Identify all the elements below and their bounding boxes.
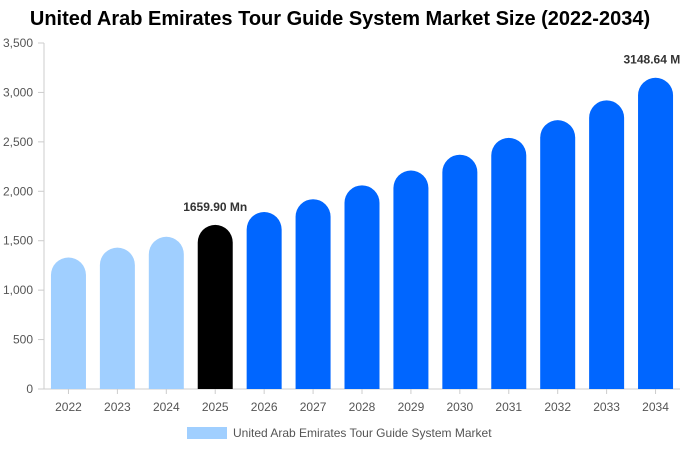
x-tick-label: 2024 bbox=[153, 400, 180, 414]
bar[interactable] bbox=[491, 137, 527, 389]
bar[interactable] bbox=[295, 199, 331, 389]
bar[interactable] bbox=[589, 100, 625, 389]
legend-swatch bbox=[187, 427, 227, 439]
x-tick-label: 2029 bbox=[398, 400, 425, 414]
data-label: 1659.90 Mn bbox=[183, 200, 247, 214]
bar[interactable] bbox=[540, 120, 576, 389]
bar[interactable] bbox=[197, 224, 233, 389]
bar[interactable] bbox=[148, 236, 184, 389]
x-tick-label: 2033 bbox=[593, 400, 620, 414]
bar[interactable] bbox=[50, 257, 86, 389]
data-label: 3148.64 Mn bbox=[624, 53, 680, 67]
bar[interactable] bbox=[638, 77, 674, 390]
y-tick-label: 0 bbox=[26, 382, 33, 396]
x-tick-label: 2023 bbox=[104, 400, 131, 414]
y-tick-label: 1,000 bbox=[3, 283, 33, 297]
bar[interactable] bbox=[393, 170, 429, 389]
bar-group bbox=[50, 77, 674, 390]
x-tick-group: 2022 2023 2024 2025 2026 2027 2028 2029 2030 2031… bbox=[55, 389, 669, 414]
chart-title: United Arab Emirates Tour Guide System M… bbox=[29, 8, 651, 30]
y-tick-group: 0 500 1,000 1,500 2,000 2,500 3,000 3,500 bbox=[3, 36, 44, 396]
x-tick-label: 2032 bbox=[544, 400, 571, 414]
data-label-group: 1659.90 Mn 3148.64 Mn bbox=[183, 53, 680, 214]
x-tick-label: 2030 bbox=[446, 400, 473, 414]
y-tick-label: 1,500 bbox=[3, 234, 33, 248]
x-tick-label: 2028 bbox=[349, 400, 376, 414]
y-tick-label: 3,500 bbox=[3, 36, 33, 50]
bar[interactable] bbox=[246, 212, 282, 389]
y-tick-label: 2,500 bbox=[3, 135, 33, 149]
y-tick-label: 500 bbox=[13, 333, 33, 347]
y-tick-label: 3,000 bbox=[3, 85, 33, 99]
y-tick-label: 2,000 bbox=[3, 184, 33, 198]
x-tick-label: 2034 bbox=[642, 400, 669, 414]
x-tick-label: 2031 bbox=[495, 400, 522, 414]
bar[interactable] bbox=[344, 185, 380, 389]
legend-label: United Arab Emirates Tour Guide System M… bbox=[233, 426, 492, 440]
bar[interactable] bbox=[99, 247, 135, 389]
x-tick-label: 2022 bbox=[55, 400, 82, 414]
bar[interactable] bbox=[442, 154, 478, 389]
legend[interactable]: United Arab Emirates Tour Guide System M… bbox=[187, 425, 492, 441]
x-tick-label: 2026 bbox=[251, 400, 278, 414]
x-tick-label: 2027 bbox=[300, 400, 327, 414]
x-tick-label: 2025 bbox=[202, 400, 229, 414]
